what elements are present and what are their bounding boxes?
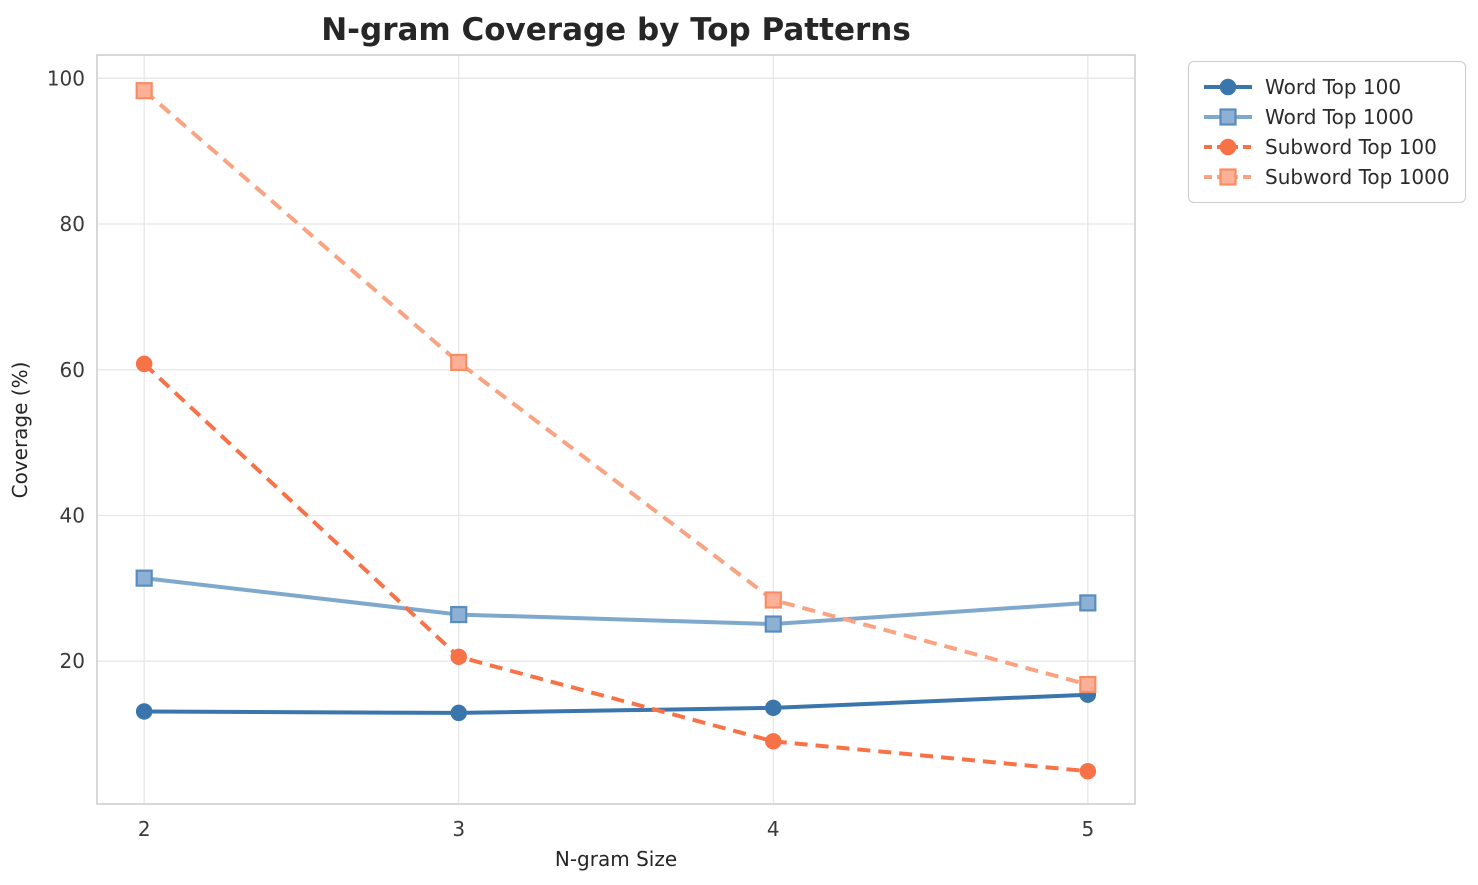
- x-tick-label: 3: [452, 817, 465, 841]
- legend-line-sample: [1204, 108, 1252, 126]
- legend-label: Word Top 100: [1265, 75, 1402, 99]
- data-point-circle: [450, 648, 467, 666]
- data-point-square: [764, 615, 782, 633]
- series-line-1: [144, 692, 1088, 715]
- legend-marker-circle-icon: [1219, 138, 1237, 156]
- legend-marker-circle-icon: [1219, 78, 1237, 96]
- x-tick-label: 4: [767, 817, 780, 841]
- data-point-circle: [765, 733, 782, 750]
- legend-marker-square-icon: [1219, 168, 1237, 186]
- legend-item: Subword Top 1000: [1202, 162, 1450, 192]
- x-tick-label: 2: [138, 817, 151, 841]
- y-axis-label: Coverage (%): [8, 362, 32, 499]
- y-tick-label: 40: [60, 503, 85, 527]
- series-line-2: [143, 576, 1088, 627]
- series-line-4: [142, 89, 1089, 687]
- data-point-square: [135, 569, 153, 587]
- legend-label: Word Top 1000: [1265, 105, 1414, 129]
- legend-item: Word Top 1000: [1202, 102, 1450, 132]
- data-point-square: [1079, 594, 1097, 612]
- legend-label: Subword Top 1000: [1265, 165, 1450, 189]
- data-point-square: [450, 353, 468, 372]
- legend-line-sample: [1204, 138, 1252, 156]
- legend-line-sample: [1204, 168, 1252, 186]
- y-tick-label: 60: [60, 358, 85, 382]
- series-lines: [135, 82, 1097, 780]
- tick-labels: 20 40 60 80 100 2 3 4 5: [47, 66, 1094, 841]
- data-point-circle: [765, 699, 782, 717]
- data-point-square: [135, 82, 153, 100]
- data-point-circle: [1079, 762, 1097, 780]
- data-point-circle: [135, 355, 153, 373]
- y-tick-label: 80: [60, 212, 85, 236]
- legend-item: Subword Top 100: [1202, 132, 1450, 162]
- legend: Word Top 100 Word Top 1000 Subword Top 100…: [1188, 61, 1466, 203]
- y-tick-label: 20: [60, 649, 85, 673]
- legend-item: Word Top 100: [1202, 72, 1450, 102]
- data-point-circle: [450, 704, 467, 722]
- data-point-square: [1079, 675, 1097, 694]
- chart-title: N-gram Coverage by Top Patterns: [321, 12, 911, 48]
- legend-line-sample: [1204, 78, 1252, 96]
- data-point-circle: [135, 703, 153, 720]
- plot-background: [97, 55, 1135, 804]
- legend-marker-square-icon: [1219, 108, 1237, 126]
- x-tick-label: 5: [1081, 817, 1094, 841]
- gridlines: [96, 54, 1136, 805]
- series-line-3: [142, 362, 1089, 774]
- data-point-square: [450, 605, 468, 624]
- y-tick-label: 100: [47, 66, 85, 90]
- plot-border: [96, 54, 1136, 805]
- x-axis-label: N-gram Size: [555, 847, 677, 871]
- legend-label: Subword Top 100: [1265, 135, 1437, 159]
- data-point-square: [764, 591, 782, 609]
